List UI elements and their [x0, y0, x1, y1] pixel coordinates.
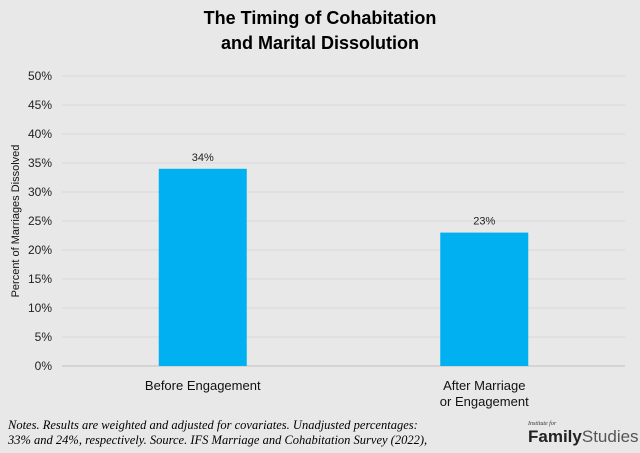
bar: [440, 232, 529, 366]
bar: [158, 168, 247, 366]
title-line-2: and Marital Dissolution: [220, 33, 420, 53]
logo-family-text: Family: [528, 427, 582, 446]
y-tick-label: 15%: [28, 272, 52, 286]
x-tick-label: or Engagement: [440, 394, 529, 409]
y-tick-label: 50%: [28, 69, 52, 83]
y-tick-label: 0%: [35, 359, 53, 373]
y-axis-label: Percent of Marriages Dissolved: [10, 145, 22, 298]
y-tick-label: 40%: [28, 127, 52, 141]
notes-line-1: Notes. Results are weighted and adjusted…: [8, 418, 418, 432]
chart-notes: Notes. Results are weighted and adjusted…: [8, 418, 478, 448]
y-tick-label: 30%: [28, 185, 52, 199]
y-tick-label: 35%: [28, 156, 52, 170]
y-tick-label: 10%: [28, 301, 52, 315]
data-label: 34%: [192, 152, 214, 164]
logo-studies-text: Studies: [581, 427, 639, 446]
x-tick-label: After Marriage: [443, 378, 525, 393]
y-tick-label: 20%: [28, 243, 52, 257]
title-line-1: The Timing of Cohabitation: [203, 8, 437, 28]
y-tick-label: 25%: [28, 214, 52, 228]
x-tick-label: Before Engagement: [145, 378, 261, 393]
y-tick-label: 5%: [35, 330, 53, 344]
data-label: 23%: [473, 216, 495, 228]
logo-institute-text: Institute for: [528, 421, 557, 427]
notes-line-2: 33% and 24%, respectively. Source. IFS M…: [8, 433, 428, 447]
ifs-logo: Institute for FamilyStudies: [528, 421, 639, 447]
chart-title: The Timing of Cohabitation and Marital D…: [0, 6, 640, 56]
y-tick-label: 45%: [28, 98, 52, 112]
